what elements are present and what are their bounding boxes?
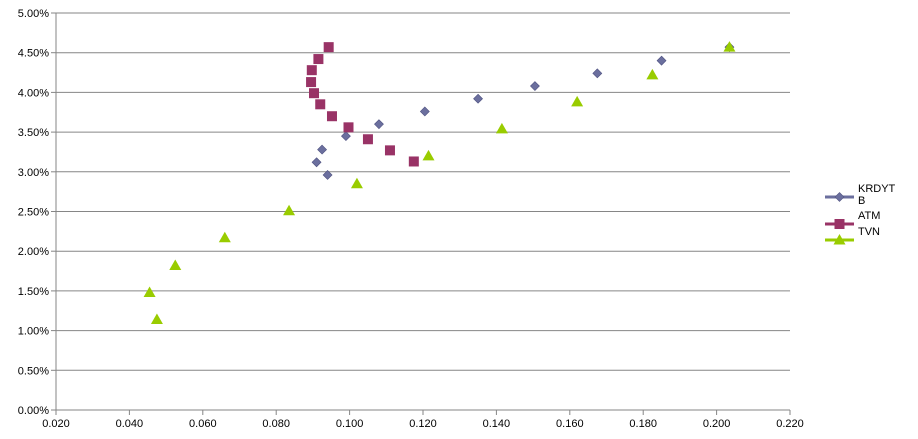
data-point-atm (306, 77, 317, 88)
data-point-tvn (571, 95, 584, 107)
series-krdytb (311, 42, 735, 180)
data-series (143, 41, 736, 324)
data-point-atm (326, 111, 337, 122)
data-point-tvn (646, 68, 659, 80)
data-point-tvn (283, 204, 296, 216)
data-point-atm (408, 156, 419, 167)
data-point-tvn (150, 313, 163, 324)
x-tick-label: 0.040 (116, 418, 144, 430)
legend-label: TVN (858, 226, 880, 238)
data-point-krdytb (322, 170, 333, 180)
x-tick-label: 0.180 (629, 418, 657, 430)
y-tick-label: 0.50% (18, 365, 49, 377)
legend-entry-atm: ATM (825, 210, 880, 229)
grid-lines (56, 12, 790, 371)
data-point-krdytb (317, 144, 327, 155)
series-tvn (143, 41, 736, 324)
y-tick-label: 2.50% (18, 207, 49, 219)
data-point-krdytb (374, 119, 384, 130)
x-tick-label: 0.100 (336, 418, 364, 430)
data-point-krdytb (473, 93, 483, 104)
y-tick-label: 1.50% (18, 286, 49, 298)
x-tick-label: 0.160 (556, 418, 584, 430)
data-point-tvn (169, 259, 182, 270)
x-tick-label: 0.080 (262, 418, 290, 430)
data-point-tvn (218, 231, 231, 243)
y-tick-label: 4.50% (18, 48, 49, 60)
axes (51, 12, 791, 415)
x-tick-label: 0.220 (776, 418, 804, 430)
data-point-krdytb (592, 68, 603, 79)
y-tick-label: 0.00% (18, 405, 49, 417)
data-point-krdytb (341, 131, 351, 141)
legend-marker (834, 192, 845, 202)
legend-label: ATM (858, 210, 880, 222)
x-tick-label: 0.060 (189, 418, 217, 430)
x-tick-label: 0.140 (483, 418, 511, 430)
data-point-krdytb (419, 106, 430, 117)
data-point-krdytb (311, 157, 322, 168)
data-point-atm (384, 145, 395, 156)
y-tick-label: 3.50% (18, 127, 49, 139)
legend-marker (834, 219, 845, 229)
data-point-atm (315, 99, 326, 110)
data-point-krdytb (530, 81, 540, 91)
data-point-atm (309, 88, 320, 99)
data-point-atm (306, 65, 317, 76)
data-point-atm (343, 122, 354, 133)
legend-label: B (858, 195, 865, 207)
legend-label: KRDYT (858, 183, 896, 195)
y-tick-label: 5.00% (18, 8, 49, 20)
data-point-krdytb (656, 55, 667, 66)
data-point-tvn (723, 41, 736, 52)
data-point-tvn (143, 286, 156, 297)
data-point-tvn (495, 122, 508, 134)
y-tick-label: 2.00% (18, 246, 49, 258)
legend-entry-tvn: TVN (825, 226, 880, 245)
y-tick-label: 4.00% (18, 87, 49, 99)
y-tick-label: 3.00% (18, 167, 49, 179)
data-point-atm (323, 42, 334, 53)
x-tick-label: 0.120 (409, 418, 437, 430)
data-point-atm (362, 134, 373, 145)
x-tick-label: 0.200 (703, 418, 731, 430)
y-tick-label: 1.00% (18, 326, 49, 338)
x-tick-label: 0.020 (42, 418, 70, 430)
series-atm (306, 42, 419, 167)
data-point-tvn (422, 149, 435, 161)
data-point-tvn (350, 177, 363, 189)
data-point-atm (313, 54, 324, 65)
tick-labels: 0.00% 0.50% 1.00% 1.50% 2.00% 2.50% 3.00% 3.50%… (18, 8, 804, 430)
legend-marker (833, 234, 846, 245)
